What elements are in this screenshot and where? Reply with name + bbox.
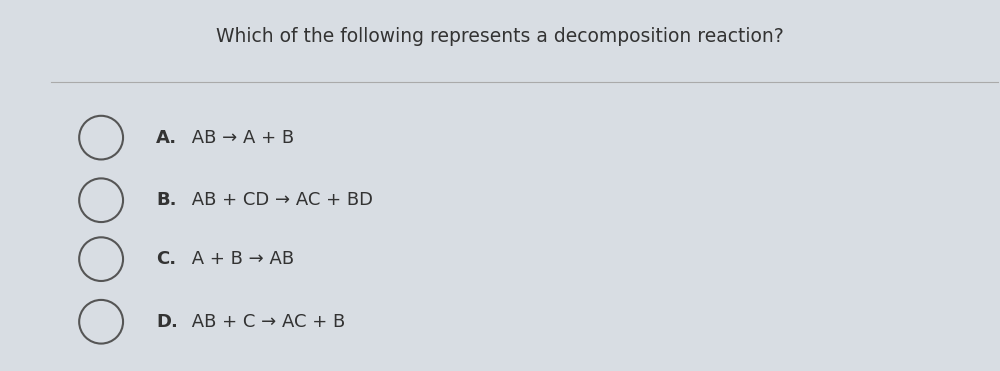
Text: A + B → AB: A + B → AB bbox=[186, 250, 294, 268]
Text: AB → A + B: AB → A + B bbox=[186, 129, 294, 147]
Text: A.: A. bbox=[156, 129, 177, 147]
Text: AB + C → AC + B: AB + C → AC + B bbox=[186, 313, 345, 331]
Text: D.: D. bbox=[156, 313, 178, 331]
Text: AB + CD → AC + BD: AB + CD → AC + BD bbox=[186, 191, 373, 209]
Text: B.: B. bbox=[156, 191, 176, 209]
Text: Which of the following represents a decomposition reaction?: Which of the following represents a deco… bbox=[216, 27, 784, 46]
Text: C.: C. bbox=[156, 250, 176, 268]
